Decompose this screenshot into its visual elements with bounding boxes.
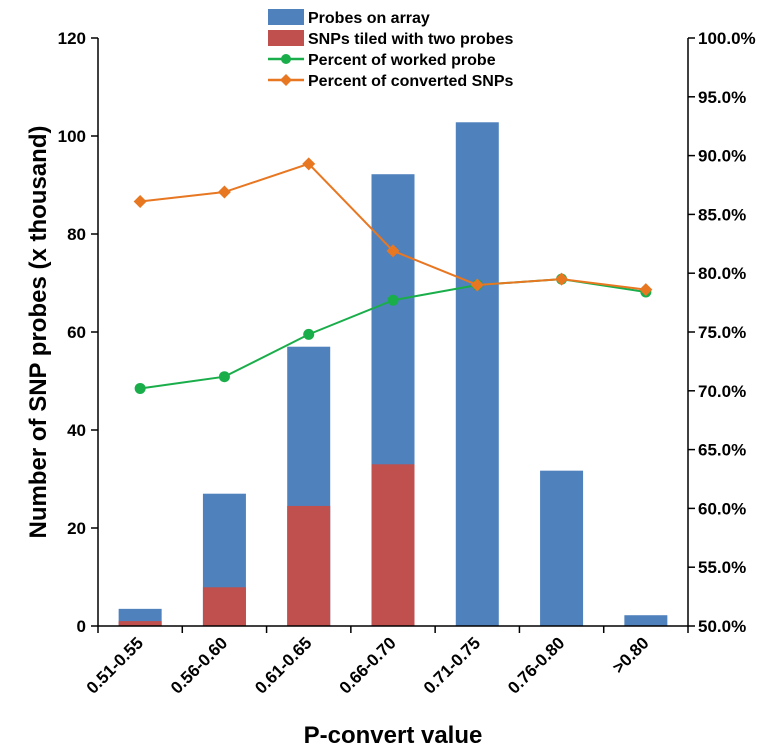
worked-probe-point (218, 371, 230, 383)
x-tick-label: >0.80 (609, 633, 653, 677)
legend-label: Percent of converted SNPs (308, 73, 514, 90)
two-probe-bar (287, 505, 331, 626)
right-y-tick-label: 95.0% (698, 88, 746, 107)
right-y-tick-label: 80.0% (698, 264, 746, 283)
converted-snps-point (470, 278, 484, 292)
right-y-tick-label: 90.0% (698, 147, 746, 166)
left-y-tick-label: 20 (67, 519, 86, 538)
left-y-tick-label: 80 (67, 225, 86, 244)
right-y-tick-label: 85.0% (698, 205, 746, 224)
x-tick-label: 0.56-0.60 (167, 633, 231, 697)
two-probe-bar (202, 587, 246, 626)
left-y-tick-label: 120 (58, 29, 86, 48)
x-tick-label: 0.76-0.80 (504, 633, 568, 697)
y-axis-title: Number of SNP probes (x thousand) (25, 126, 52, 539)
left-y-tick-label: 0 (77, 617, 86, 636)
probes-bar (540, 470, 584, 626)
converted-snps-point (217, 185, 231, 199)
converted-snps-point (386, 244, 400, 258)
right-y-tick-label: 55.0% (698, 558, 746, 577)
worked-probe-point (387, 294, 399, 306)
legend-label: Percent of worked probe (308, 52, 496, 69)
left-y-tick-label: 100 (58, 127, 86, 146)
left-y-tick-label: 60 (67, 323, 86, 342)
legend-label: SNPs tiled with two probes (308, 31, 513, 48)
legend-swatch (268, 9, 304, 25)
lines-layer (133, 157, 653, 394)
x-tick-label: 0.71-0.75 (420, 633, 484, 697)
legend-swatch (268, 30, 304, 46)
right-y-tick-label: 70.0% (698, 382, 746, 401)
x-tick-label: 0.66-0.70 (336, 633, 400, 697)
two-probe-bar (118, 621, 162, 626)
right-y-tick-label: 100.0% (698, 29, 756, 48)
two-probe-bar (371, 464, 415, 626)
x-tick-label: 0.61-0.65 (251, 633, 315, 697)
probes-bar (455, 122, 499, 626)
converted-snps-point (639, 283, 653, 297)
converted-snps-point (302, 157, 316, 171)
right-y-tick-label: 50.0% (698, 617, 746, 636)
left-y-tick-label: 40 (67, 421, 86, 440)
legend-label: Probes on array (308, 10, 430, 27)
legend: Probes on array SNPs tiled with two probe… (268, 9, 514, 90)
worked-probe-point (134, 382, 146, 394)
probes-bar (624, 615, 668, 626)
right-y-tick-label: 60.0% (698, 499, 746, 518)
right-y-tick-label: 65.0% (698, 441, 746, 460)
legend-swatch-marker (281, 54, 291, 64)
converted-snps-point (555, 272, 569, 286)
right-y-tick-label: 75.0% (698, 323, 746, 342)
legend-swatch-marker (280, 74, 292, 86)
x-axis-title: P-convert value (304, 722, 483, 749)
bars-layer (118, 122, 668, 626)
converted-snps-point (133, 194, 147, 208)
worked-probe-point (303, 328, 315, 340)
x-tick-label: 0.51-0.55 (83, 633, 147, 697)
